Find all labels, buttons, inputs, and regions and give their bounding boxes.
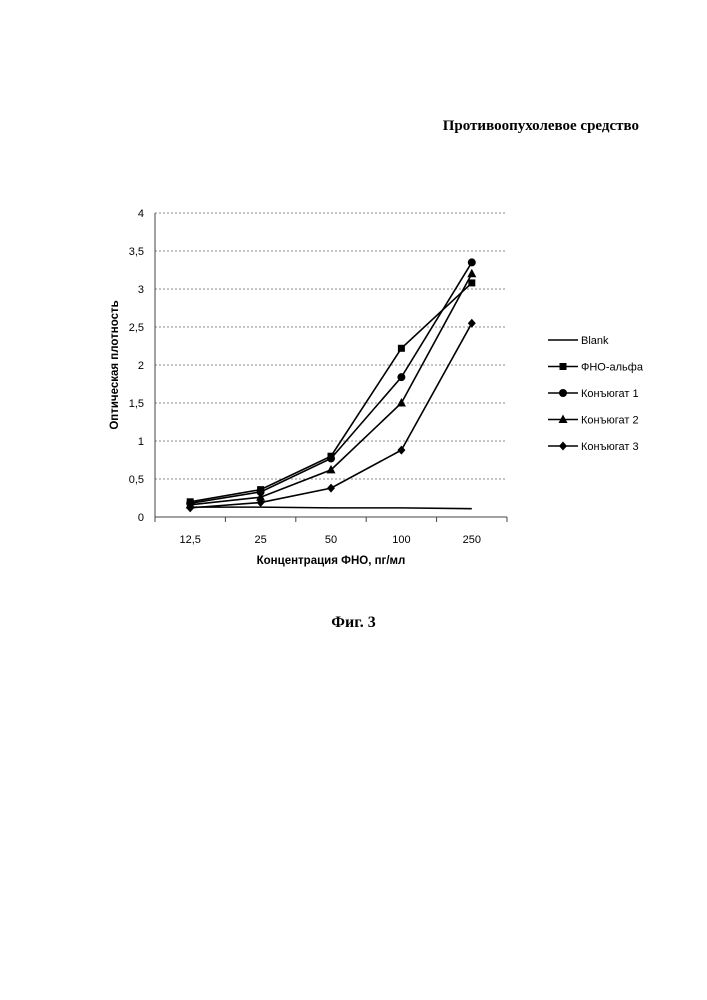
x-tick-label: 100 [392, 534, 410, 546]
x-tick-label: 25 [254, 534, 266, 546]
legend-marker [560, 363, 567, 370]
figure-caption: Фиг. 3 [0, 614, 707, 632]
y-tick-label: 1,5 [129, 398, 144, 410]
legend-marker [559, 442, 567, 451]
legend-item: Blank [548, 335, 609, 347]
data-point [468, 279, 475, 286]
data-point [398, 345, 405, 352]
legend-label: Blank [581, 335, 609, 347]
series-3 [186, 269, 477, 509]
data-point [397, 446, 405, 455]
data-point [468, 258, 476, 266]
y-tick-label: 3 [138, 284, 144, 296]
x-tick-label: 250 [463, 534, 481, 546]
legend-marker [559, 389, 567, 397]
series-lines [186, 258, 477, 512]
data-point [397, 398, 406, 407]
data-point [467, 269, 476, 278]
y-tick-label: 3,5 [129, 246, 144, 258]
y-tick-labels: 0 0,5 1 1,5 2 2,5 3 3,5 4 [129, 208, 144, 524]
y-tick-label: 4 [138, 208, 144, 220]
legend-label: Конъюгат 3 [581, 441, 639, 453]
grid-lines [155, 213, 507, 479]
legend: Blank ФНО-альфа Конъюгат 1 Конъюгат 2 Конъюг… [548, 335, 644, 453]
data-point [327, 454, 335, 462]
series-0 [190, 507, 472, 509]
y-tick-label: 1 [138, 436, 144, 448]
axes [155, 213, 507, 522]
legend-item: Конъюгат 1 [548, 388, 639, 400]
y-tick-label: 2 [138, 360, 144, 372]
x-axis-title: Концентрация ФНО, пг/мл [257, 555, 406, 567]
x-tick-label: 50 [325, 534, 337, 546]
legend-label: ФНО-альфа [581, 362, 644, 374]
legend-item: ФНО-альфа [548, 362, 644, 374]
x-tick-label: 12,5 [179, 534, 200, 546]
data-point [468, 319, 476, 328]
y-tick-label: 2,5 [129, 322, 144, 334]
series-line [190, 507, 472, 509]
legend-item: Конъюгат 3 [548, 441, 639, 453]
y-axis-title: Оптическая плотность [109, 300, 121, 429]
y-tick-label: 0,5 [129, 474, 144, 486]
legend-label: Конъюгат 1 [581, 388, 639, 400]
legend-label: Конъюгат 2 [581, 415, 639, 427]
data-point [397, 373, 405, 381]
legend-item: Конъюгат 2 [548, 415, 639, 427]
x-tick-labels: 12,5 25 50 100 250 [179, 534, 480, 546]
y-tick-label: 0 [138, 512, 144, 524]
data-point [327, 484, 335, 493]
